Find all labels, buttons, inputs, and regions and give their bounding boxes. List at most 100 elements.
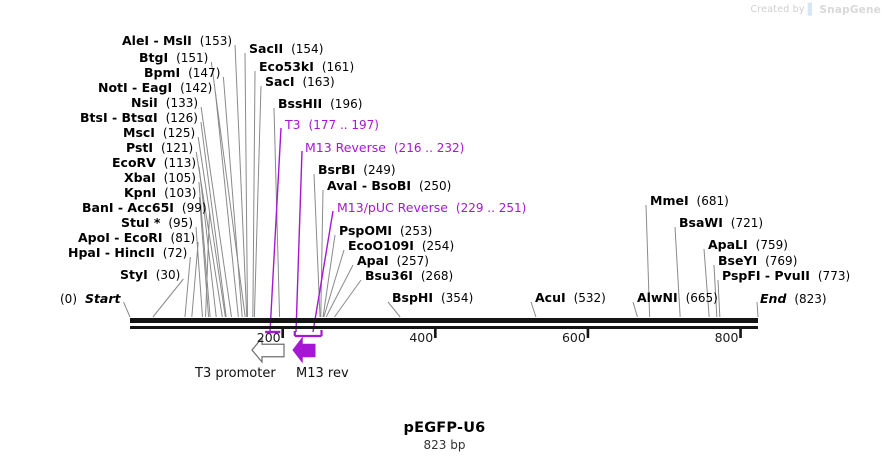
feature-connector-t3 <box>269 127 282 333</box>
leader-line <box>703 248 710 318</box>
enzyme-name: HpaI - HincII <box>68 245 155 260</box>
restriction-site-label[interactable]: StuI * (95) <box>121 216 193 230</box>
enzyme-name: NotI - EagI <box>98 80 173 95</box>
site-position: (133) <box>165 96 199 110</box>
enzyme-name: ApaI <box>357 253 389 268</box>
restriction-site-label[interactable]: BtsI - BtsαI (126) <box>80 111 198 125</box>
site-position: (532) <box>573 291 606 305</box>
restriction-site-label[interactable]: PspOMI (253) <box>339 224 432 238</box>
feature-arrow-t3-promoter[interactable] <box>251 336 285 364</box>
restriction-site-label[interactable]: ApoI - EcoRI (81) <box>78 231 195 245</box>
watermark-prefix: Created by <box>750 4 805 15</box>
restriction-site-label[interactable]: EcoRV (113) <box>112 156 196 170</box>
restriction-site-label[interactable]: BanI - Acc65I (99) <box>82 201 207 215</box>
leader-line <box>322 234 336 318</box>
site-position: (30) <box>155 268 181 282</box>
enzyme-name: StyI <box>120 267 148 282</box>
ruler-tick <box>281 329 285 338</box>
ruler-tick <box>434 329 437 338</box>
enzyme-name: AvaI - BsoBI <box>327 178 412 193</box>
restriction-site-label[interactable]: AlwNI (665) <box>637 291 718 305</box>
restriction-site-label[interactable]: PstI (121) <box>126 141 193 155</box>
site-position: (721) <box>730 216 764 230</box>
enzyme-name: PspOMI <box>339 223 393 238</box>
feature-arrow-m13-rev[interactable] <box>292 336 316 364</box>
enzyme-name: NsiI <box>131 95 158 110</box>
restriction-site-label[interactable]: NsiI (133) <box>131 96 198 110</box>
leader-line <box>123 301 131 318</box>
restriction-site-label[interactable]: BsaWI (721) <box>679 216 763 230</box>
site-position: (196) <box>330 97 363 111</box>
enzyme-name: EcoO109I <box>348 238 414 253</box>
leader-line <box>756 301 759 318</box>
enzyme-name: ApoI - EcoRI <box>78 230 163 245</box>
terminal-name: Start <box>84 291 121 306</box>
feature-label[interactable]: M13 Reverse (216 .. 232) <box>305 140 464 155</box>
feature-name: T3 <box>285 117 301 132</box>
restriction-site-label[interactable]: Eco53kI (161) <box>259 60 354 74</box>
restriction-site-label[interactable]: BtgI (151) <box>139 51 208 65</box>
restriction-site-label[interactable]: BssHII (196) <box>278 97 362 111</box>
sequence-backbone <box>130 318 758 329</box>
restriction-site-label[interactable]: KpnI (103) <box>124 186 196 200</box>
feature-label[interactable]: T3 (177 .. 197) <box>285 117 379 132</box>
ruler-ticks-group <box>281 329 742 338</box>
enzyme-name: AcuI <box>535 290 566 305</box>
restriction-site-label[interactable]: StyI (30) <box>120 268 180 282</box>
leader-line <box>214 91 239 318</box>
restriction-site-label[interactable]: MmeI (681) <box>650 194 729 208</box>
site-position: (253) <box>400 224 433 238</box>
restriction-site-label[interactable]: BsrBI (249) <box>318 163 396 177</box>
feature-range: (177 .. 197) <box>308 118 379 132</box>
restriction-site-label[interactable]: PspFI - PvuII (773) <box>722 269 850 283</box>
restriction-site-label[interactable]: BpmI (147) <box>144 66 220 80</box>
enzyme-name: BtsI - BtsαI <box>80 110 158 125</box>
restriction-site-label[interactable]: AleI - MslI (153) <box>122 34 232 48</box>
restriction-site-label[interactable]: SacII (154) <box>249 42 323 56</box>
site-position: (250) <box>419 179 452 193</box>
ruler-tick <box>586 329 590 338</box>
restriction-site-label[interactable]: HpaI - HincII (72) <box>68 246 187 260</box>
enzyme-name: BseYI <box>718 253 758 268</box>
restriction-site-label[interactable]: SacI (163) <box>265 75 335 89</box>
restriction-site-label[interactable]: ApaI (257) <box>357 254 429 268</box>
site-position: (773) <box>817 269 851 283</box>
site-position: (759) <box>755 238 788 252</box>
feature-name: M13 Reverse <box>305 140 386 155</box>
restriction-site-label[interactable]: NotI - EagI (142) <box>98 81 212 95</box>
restriction-site-label[interactable]: Bsu36I (268) <box>365 269 453 283</box>
leader-line <box>323 249 345 318</box>
leader-line <box>325 264 354 318</box>
leader-line <box>195 226 203 318</box>
restriction-site-label[interactable]: AcuI (532) <box>535 291 606 305</box>
enzyme-name: Bsu36I <box>365 268 413 283</box>
restriction-site-label[interactable]: ApaLI (759) <box>708 238 788 252</box>
feature-connector-m13-puc-reverse <box>312 210 334 333</box>
restriction-site-label[interactable]: BseYI (769) <box>718 254 797 268</box>
enzyme-name: BtgI <box>139 50 169 65</box>
site-position: (151) <box>176 51 209 65</box>
leader-line <box>717 279 721 318</box>
enzyme-name: ApaLI <box>708 237 748 252</box>
enzyme-name: AleI - MslI <box>122 33 192 48</box>
restriction-site-label[interactable]: AvaI - BsoBI (250) <box>327 179 451 193</box>
terminal-label-end: End (823) <box>760 291 827 306</box>
enzyme-name: BsrBI <box>318 162 356 177</box>
restriction-site-label[interactable]: BspHI (354) <box>392 291 473 305</box>
restriction-site-label[interactable]: XbaI (105) <box>124 171 196 185</box>
watermark-brand: SnapGene <box>819 3 881 16</box>
feature-name: M13/pUC Reverse <box>337 200 448 215</box>
site-position: (154) <box>291 42 324 56</box>
enzyme-name: StuI * <box>121 215 161 230</box>
site-position: (126) <box>165 111 198 125</box>
enzyme-name: AlwNI <box>637 290 678 305</box>
site-position: (681) <box>696 194 729 208</box>
enzyme-name: BsaWI <box>679 215 723 230</box>
enzyme-name: MscI <box>123 125 155 140</box>
terminal-position: (823) <box>794 292 827 306</box>
site-position: (81) <box>170 231 196 245</box>
site-position: (153) <box>199 34 233 48</box>
restriction-site-label[interactable]: MscI (125) <box>123 126 195 140</box>
feature-label[interactable]: M13/pUC Reverse (229 .. 251) <box>337 200 526 215</box>
restriction-site-label[interactable]: EcoO109I (254) <box>348 239 454 253</box>
